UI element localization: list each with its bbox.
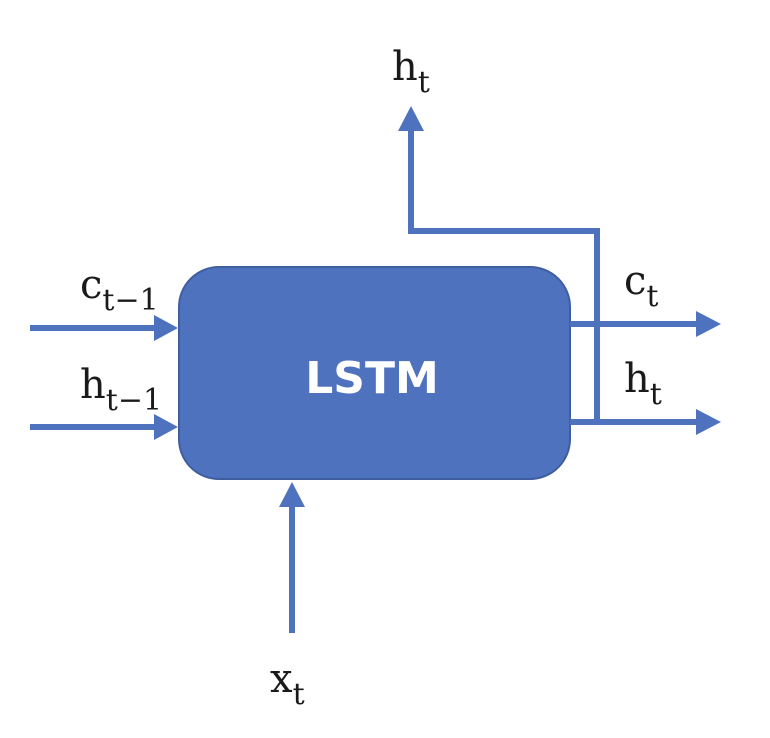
hidden-state-out-arrow [570, 409, 721, 435]
cell-state-prev-arrow [30, 315, 178, 341]
label-x-t: xt [270, 656, 305, 712]
label-h-t-top: ht [392, 44, 430, 100]
label-c-t-minus-1: ct−1 [80, 262, 159, 318]
cell-state-out-arrow [570, 311, 721, 337]
label-h-t-minus-1: ht−1 [80, 362, 162, 418]
label-h-t-right: ht [624, 356, 662, 412]
label-c-t: ct [624, 258, 658, 314]
hidden-state-prev-arrow [30, 414, 178, 440]
input-x-arrow [279, 482, 305, 633]
lstm-box-label: LSTM [305, 353, 439, 404]
lstm-box [178, 266, 571, 480]
hidden-state-up-arrow [398, 106, 600, 422]
